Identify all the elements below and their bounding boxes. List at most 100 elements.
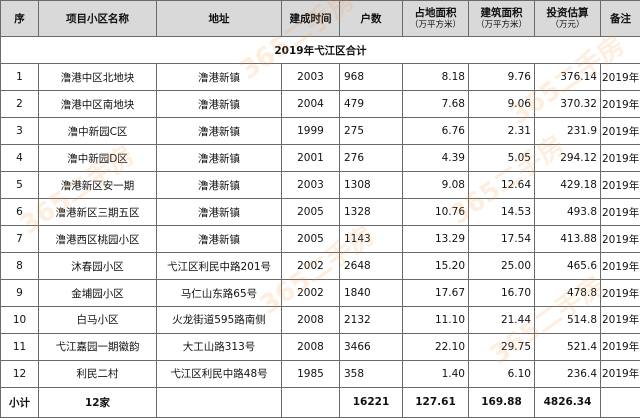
- cell-investment[interactable]: 294.12: [534, 144, 601, 173]
- cell-build-area[interactable]: 14.53: [468, 198, 535, 227]
- cell-land-area[interactable]: 11.10: [402, 305, 469, 334]
- cell-households[interactable]: 275: [339, 117, 403, 146]
- cell-land-area[interactable]: 22.10: [402, 332, 469, 361]
- cell-remark[interactable]: 2019年: [600, 252, 640, 281]
- header-address[interactable]: 地址: [156, 0, 282, 38]
- cell-remark[interactable]: 2019年: [600, 171, 640, 200]
- cell-seq[interactable]: 7: [0, 225, 39, 254]
- cell-investment[interactable]: 521.4: [534, 332, 601, 361]
- header-year[interactable]: 建成时间: [281, 0, 340, 38]
- header-seq[interactable]: 序: [0, 0, 39, 38]
- cell-households[interactable]: 2648: [339, 252, 403, 281]
- cell-address[interactable]: 澛港新镇: [156, 198, 282, 227]
- cell-households[interactable]: 2132: [339, 305, 403, 334]
- cell-land-area[interactable]: 6.76: [402, 117, 469, 146]
- cell-address[interactable]: 大工山路313号: [156, 332, 282, 361]
- cell-seq[interactable]: 6: [0, 198, 39, 227]
- cell-remark[interactable]: 2019年: [600, 305, 640, 334]
- cell-name[interactable]: 澛港西区桃园小区: [38, 225, 157, 254]
- cell-seq[interactable]: 9: [0, 279, 39, 307]
- cell-address[interactable]: 弋江区利民中路48号: [156, 359, 282, 388]
- cell-name[interactable]: 澛港中区北地块: [38, 63, 157, 92]
- cell-households[interactable]: 1143: [339, 225, 403, 254]
- cell-name[interactable]: 澛中新园C区: [38, 117, 157, 146]
- cell-households[interactable]: 3466: [339, 332, 403, 361]
- cell-remark[interactable]: 2019年: [600, 198, 640, 227]
- cell-address[interactable]: 弋江区利民中路201号: [156, 252, 282, 281]
- cell-seq[interactable]: 1: [0, 63, 39, 92]
- cell-name[interactable]: 沐春园小区: [38, 252, 157, 281]
- cell-households[interactable]: 358: [339, 359, 403, 388]
- cell-build-area[interactable]: 9.06: [468, 90, 535, 119]
- cell-build-area[interactable]: 16.70: [468, 279, 535, 307]
- cell-build-area[interactable]: 12.64: [468, 171, 535, 200]
- cell-remark[interactable]: 2019年: [600, 359, 640, 388]
- cell-address[interactable]: 马仁山东路65号: [156, 279, 282, 307]
- cell-investment[interactable]: 493.8: [534, 198, 601, 227]
- subtotal-label[interactable]: 小计: [0, 386, 39, 418]
- cell-year[interactable]: 2008: [281, 332, 340, 361]
- cell-seq[interactable]: 3: [0, 117, 39, 146]
- cell-seq[interactable]: 2: [0, 90, 39, 119]
- cell-build-area[interactable]: 2.31: [468, 117, 535, 146]
- cell-year[interactable]: 2002: [281, 279, 340, 307]
- cell-build-area[interactable]: 6.10: [468, 359, 535, 388]
- cell-land-area[interactable]: 10.76: [402, 198, 469, 227]
- cell-address[interactable]: 澛港新镇: [156, 225, 282, 254]
- subtotal-year-empty[interactable]: [281, 386, 340, 418]
- subtotal-investment[interactable]: 4826.34: [534, 386, 601, 418]
- cell-year[interactable]: 2005: [281, 198, 340, 227]
- cell-build-area[interactable]: 17.54: [468, 225, 535, 254]
- cell-build-area[interactable]: 5.05: [468, 144, 535, 173]
- cell-year[interactable]: 2008: [281, 305, 340, 334]
- cell-name[interactable]: 利民二村: [38, 359, 157, 388]
- subtotal-count[interactable]: 12家: [38, 386, 157, 418]
- cell-seq[interactable]: 10: [0, 305, 39, 334]
- header-name[interactable]: 项目小区名称: [38, 0, 157, 38]
- cell-investment[interactable]: 370.32: [534, 90, 601, 119]
- cell-land-area[interactable]: 7.68: [402, 90, 469, 119]
- cell-households[interactable]: 968: [339, 63, 403, 92]
- cell-investment[interactable]: 514.8: [534, 305, 601, 334]
- cell-remark[interactable]: 2019年: [600, 279, 640, 307]
- cell-name[interactable]: 澛港新区安一期: [38, 171, 157, 200]
- subtotal-address-empty[interactable]: [156, 386, 282, 418]
- cell-remark[interactable]: 2019年: [600, 144, 640, 173]
- cell-investment[interactable]: 236.4: [534, 359, 601, 388]
- cell-year[interactable]: 2003: [281, 171, 340, 200]
- subtotal-land-area[interactable]: 127.61: [402, 386, 469, 418]
- cell-build-area[interactable]: 9.76: [468, 63, 535, 92]
- cell-remark[interactable]: 2019年: [600, 63, 640, 92]
- cell-address[interactable]: 澛港新镇: [156, 117, 282, 146]
- cell-name[interactable]: 澛港新区三期五区: [38, 198, 157, 227]
- cell-investment[interactable]: 376.14: [534, 63, 601, 92]
- cell-seq[interactable]: 11: [0, 332, 39, 361]
- cell-land-area[interactable]: 8.18: [402, 63, 469, 92]
- cell-households[interactable]: 1840: [339, 279, 403, 307]
- header-investment[interactable]: 投资估算 （万元）: [534, 0, 601, 38]
- cell-address[interactable]: 澛港新镇: [156, 171, 282, 200]
- cell-seq[interactable]: 8: [0, 252, 39, 281]
- cell-year[interactable]: 2002: [281, 252, 340, 281]
- header-households[interactable]: 户数: [339, 0, 403, 38]
- header-build-area[interactable]: 建筑面积 （万平方米）: [468, 0, 535, 38]
- cell-seq[interactable]: 12: [0, 359, 39, 388]
- cell-seq[interactable]: 4: [0, 144, 39, 173]
- cell-year[interactable]: 2001: [281, 144, 340, 173]
- cell-investment[interactable]: 429.18: [534, 171, 601, 200]
- cell-address[interactable]: 火龙街道595路南侧: [156, 305, 282, 334]
- cell-name[interactable]: 白马小区: [38, 305, 157, 334]
- cell-build-area[interactable]: 29.75: [468, 332, 535, 361]
- cell-address[interactable]: 澛港新镇: [156, 63, 282, 92]
- cell-name[interactable]: 澛中新园D区: [38, 144, 157, 173]
- subtotal-build-area[interactable]: 169.88: [468, 386, 535, 418]
- cell-households[interactable]: 276: [339, 144, 403, 173]
- cell-name[interactable]: 弋江嘉园一期徽韵: [38, 332, 157, 361]
- cell-year[interactable]: 1985: [281, 359, 340, 388]
- subtotal-remark-empty[interactable]: [600, 386, 640, 418]
- cell-remark[interactable]: 2019年: [600, 225, 640, 254]
- cell-land-area[interactable]: 4.39: [402, 144, 469, 173]
- cell-name[interactable]: 金埔园小区: [38, 279, 157, 307]
- header-remarks[interactable]: 备注: [600, 0, 640, 38]
- subtotal-households[interactable]: 16221: [339, 386, 403, 418]
